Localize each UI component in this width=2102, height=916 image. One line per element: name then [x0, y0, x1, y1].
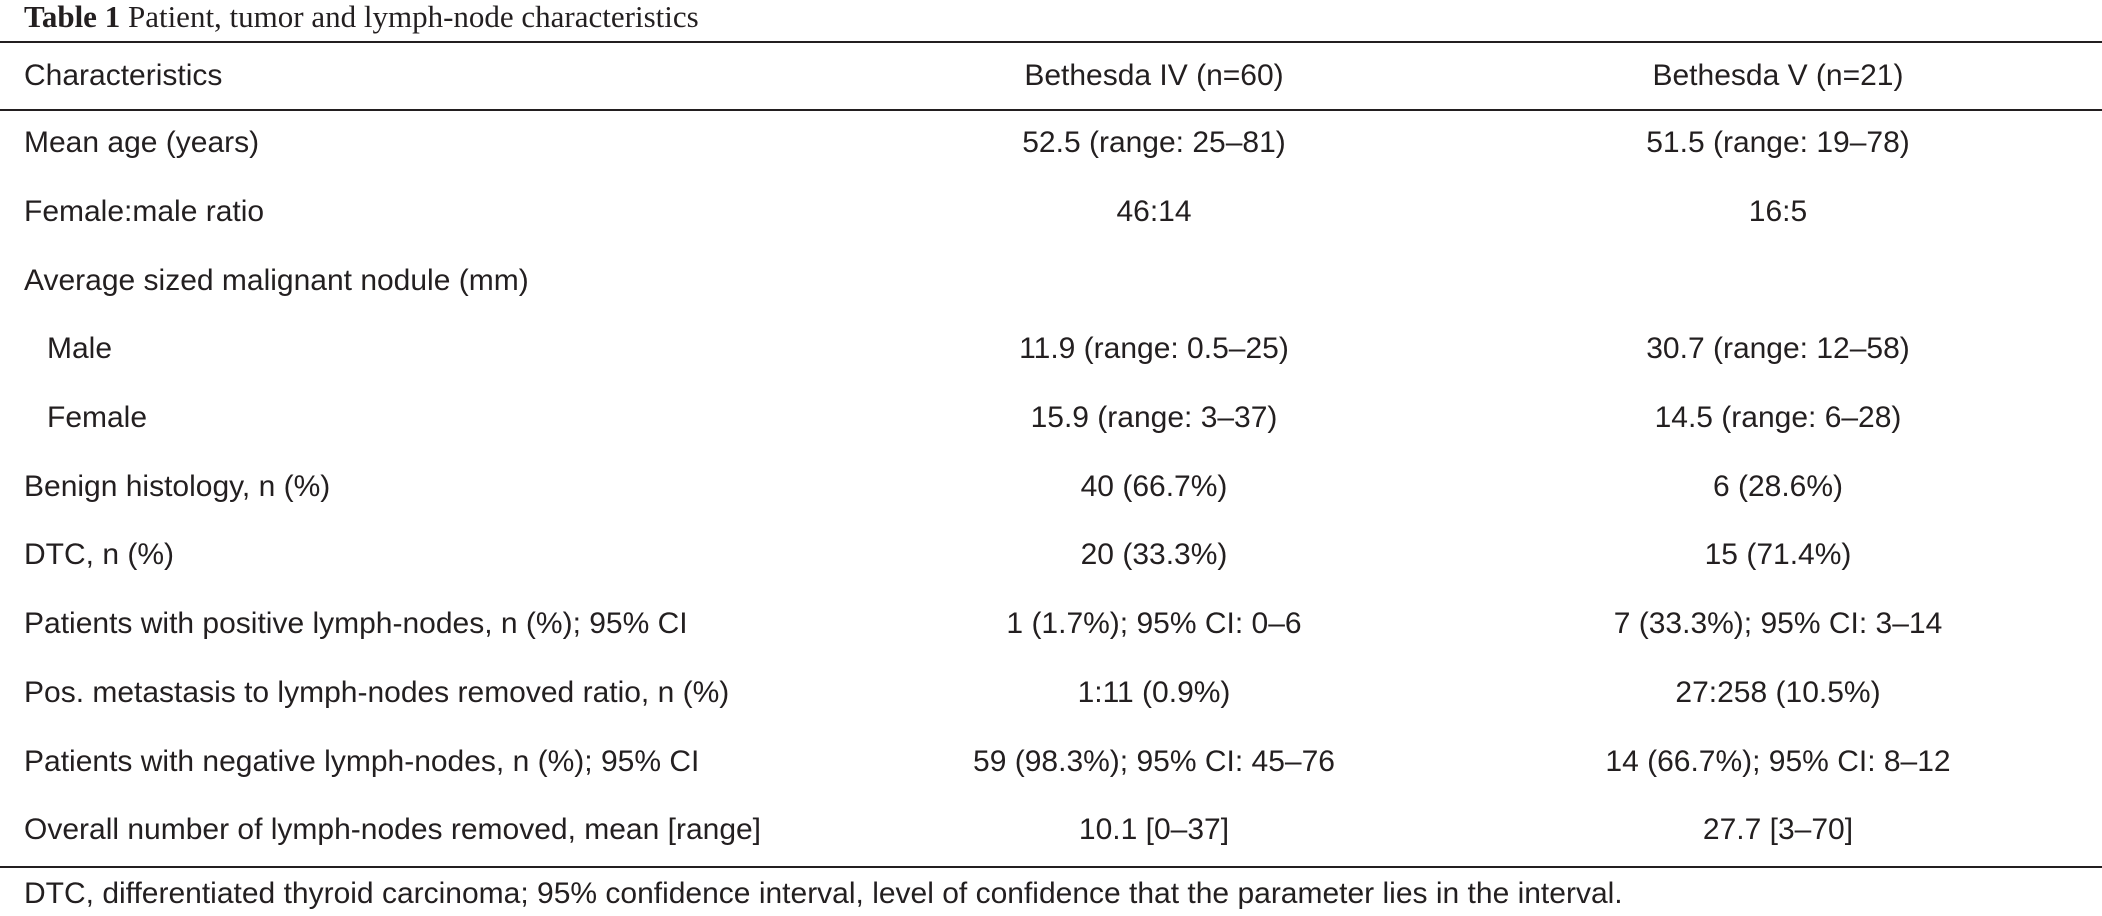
cell-bethesda-iv	[854, 246, 1454, 315]
row-label: Patients with negative lymph-nodes, n (%…	[24, 744, 700, 778]
header-bethesda-v: Bethesda V (n=21)	[1652, 59, 1904, 92]
header-characteristics: Characteristics	[24, 59, 223, 92]
cell-bethesda-iv: 1:11 (0.9%)	[1077, 675, 1231, 709]
cell-bethesda-v: 27.7 [3–70]	[1702, 813, 1854, 847]
row-label: Average sized malignant nodule (mm)	[24, 263, 529, 297]
top-rule	[0, 41, 2102, 43]
row-label: Pos. metastasis to lymph-nodes removed r…	[24, 675, 730, 709]
row-label: Patients with positive lymph-nodes, n (%…	[24, 607, 688, 641]
cell-bethesda-iv: 20 (33.3%)	[1080, 538, 1228, 572]
cell-bethesda-iv: 1 (1.7%); 95% CI: 0–6	[1006, 607, 1302, 641]
cell-bethesda-v: 6 (28.6%)	[1712, 469, 1844, 503]
table-header-row: Characteristics Bethesda IV (n=60) Bethe…	[0, 43, 2102, 109]
cell-bethesda-iv: 11.9 (range: 0.5–25)	[1019, 332, 1289, 366]
cell-bethesda-iv: 46:14	[1116, 195, 1192, 229]
cell-bethesda-iv: 10.1 [0–37]	[1078, 813, 1230, 847]
row-label-sub: Female	[47, 401, 148, 435]
table-footnote: DTC, differentiated thyroid carcinoma; 9…	[24, 877, 1623, 910]
table-row: Male 11.9 (range: 0.5–25) 30.7 (range: 1…	[0, 315, 2102, 384]
table-row: Patients with negative lymph-nodes, n (%…	[0, 727, 2102, 796]
header-rule	[0, 109, 2102, 111]
cell-bethesda-iv: 40 (66.7%)	[1080, 469, 1228, 503]
table-row: Pos. metastasis to lymph-nodes removed r…	[0, 659, 2102, 728]
cell-bethesda-v	[1454, 246, 2102, 315]
cell-bethesda-v: 16:5	[1748, 195, 1808, 229]
table-row: Female 15.9 (range: 3–37) 14.5 (range: 6…	[0, 384, 2102, 453]
row-label: Female:male ratio	[24, 195, 265, 229]
row-label: DTC, n (%)	[24, 538, 174, 572]
table-row: Average sized malignant nodule (mm)	[0, 246, 2102, 315]
table-row: Patients with positive lymph-nodes, n (%…	[0, 590, 2102, 659]
cell-bethesda-v: 51.5 (range: 19–78)	[1646, 126, 1910, 160]
table-title: Patient, tumor and lymph-node characteri…	[127, 0, 699, 34]
table-number: Table 1	[24, 0, 121, 34]
row-label-sub: Male	[47, 332, 113, 366]
table-row: Female:male ratio 46:14 16:5	[0, 178, 2102, 247]
cell-bethesda-v: 30.7 (range: 12–58)	[1646, 332, 1910, 366]
row-label: Overall number of lymph-nodes removed, m…	[24, 813, 762, 847]
table-row: Benign histology, n (%) 40 (66.7%) 6 (28…	[0, 452, 2102, 521]
row-label: Benign histology, n (%)	[24, 469, 331, 503]
cell-bethesda-iv: 15.9 (range: 3–37)	[1030, 401, 1278, 435]
cell-bethesda-v: 7 (33.3%); 95% CI: 3–14	[1613, 607, 1943, 641]
cell-bethesda-iv: 59 (98.3%); 95% CI: 45–76	[973, 744, 1335, 778]
row-label: Mean age (years)	[24, 126, 260, 160]
cell-bethesda-v: 27:258 (10.5%)	[1675, 675, 1881, 709]
cell-bethesda-iv: 52.5 (range: 25–81)	[1022, 126, 1286, 160]
cell-bethesda-v: 14.5 (range: 6–28)	[1654, 401, 1902, 435]
table-row: Overall number of lymph-nodes removed, m…	[0, 796, 2102, 865]
table-caption: Table 1 Patient, tumor and lymph-node ch…	[24, 0, 699, 38]
characteristics-table: Characteristics Bethesda IV (n=60) Bethe…	[0, 43, 2102, 865]
cell-bethesda-v: 15 (71.4%)	[1704, 538, 1852, 572]
table-row: DTC, n (%) 20 (33.3%) 15 (71.4%)	[0, 521, 2102, 590]
table-row: Mean age (years) 52.5 (range: 25–81) 51.…	[0, 109, 2102, 178]
bottom-rule	[0, 866, 2102, 868]
header-bethesda-iv: Bethesda IV (n=60)	[1024, 59, 1284, 92]
cell-bethesda-v: 14 (66.7%); 95% CI: 8–12	[1605, 744, 1951, 778]
